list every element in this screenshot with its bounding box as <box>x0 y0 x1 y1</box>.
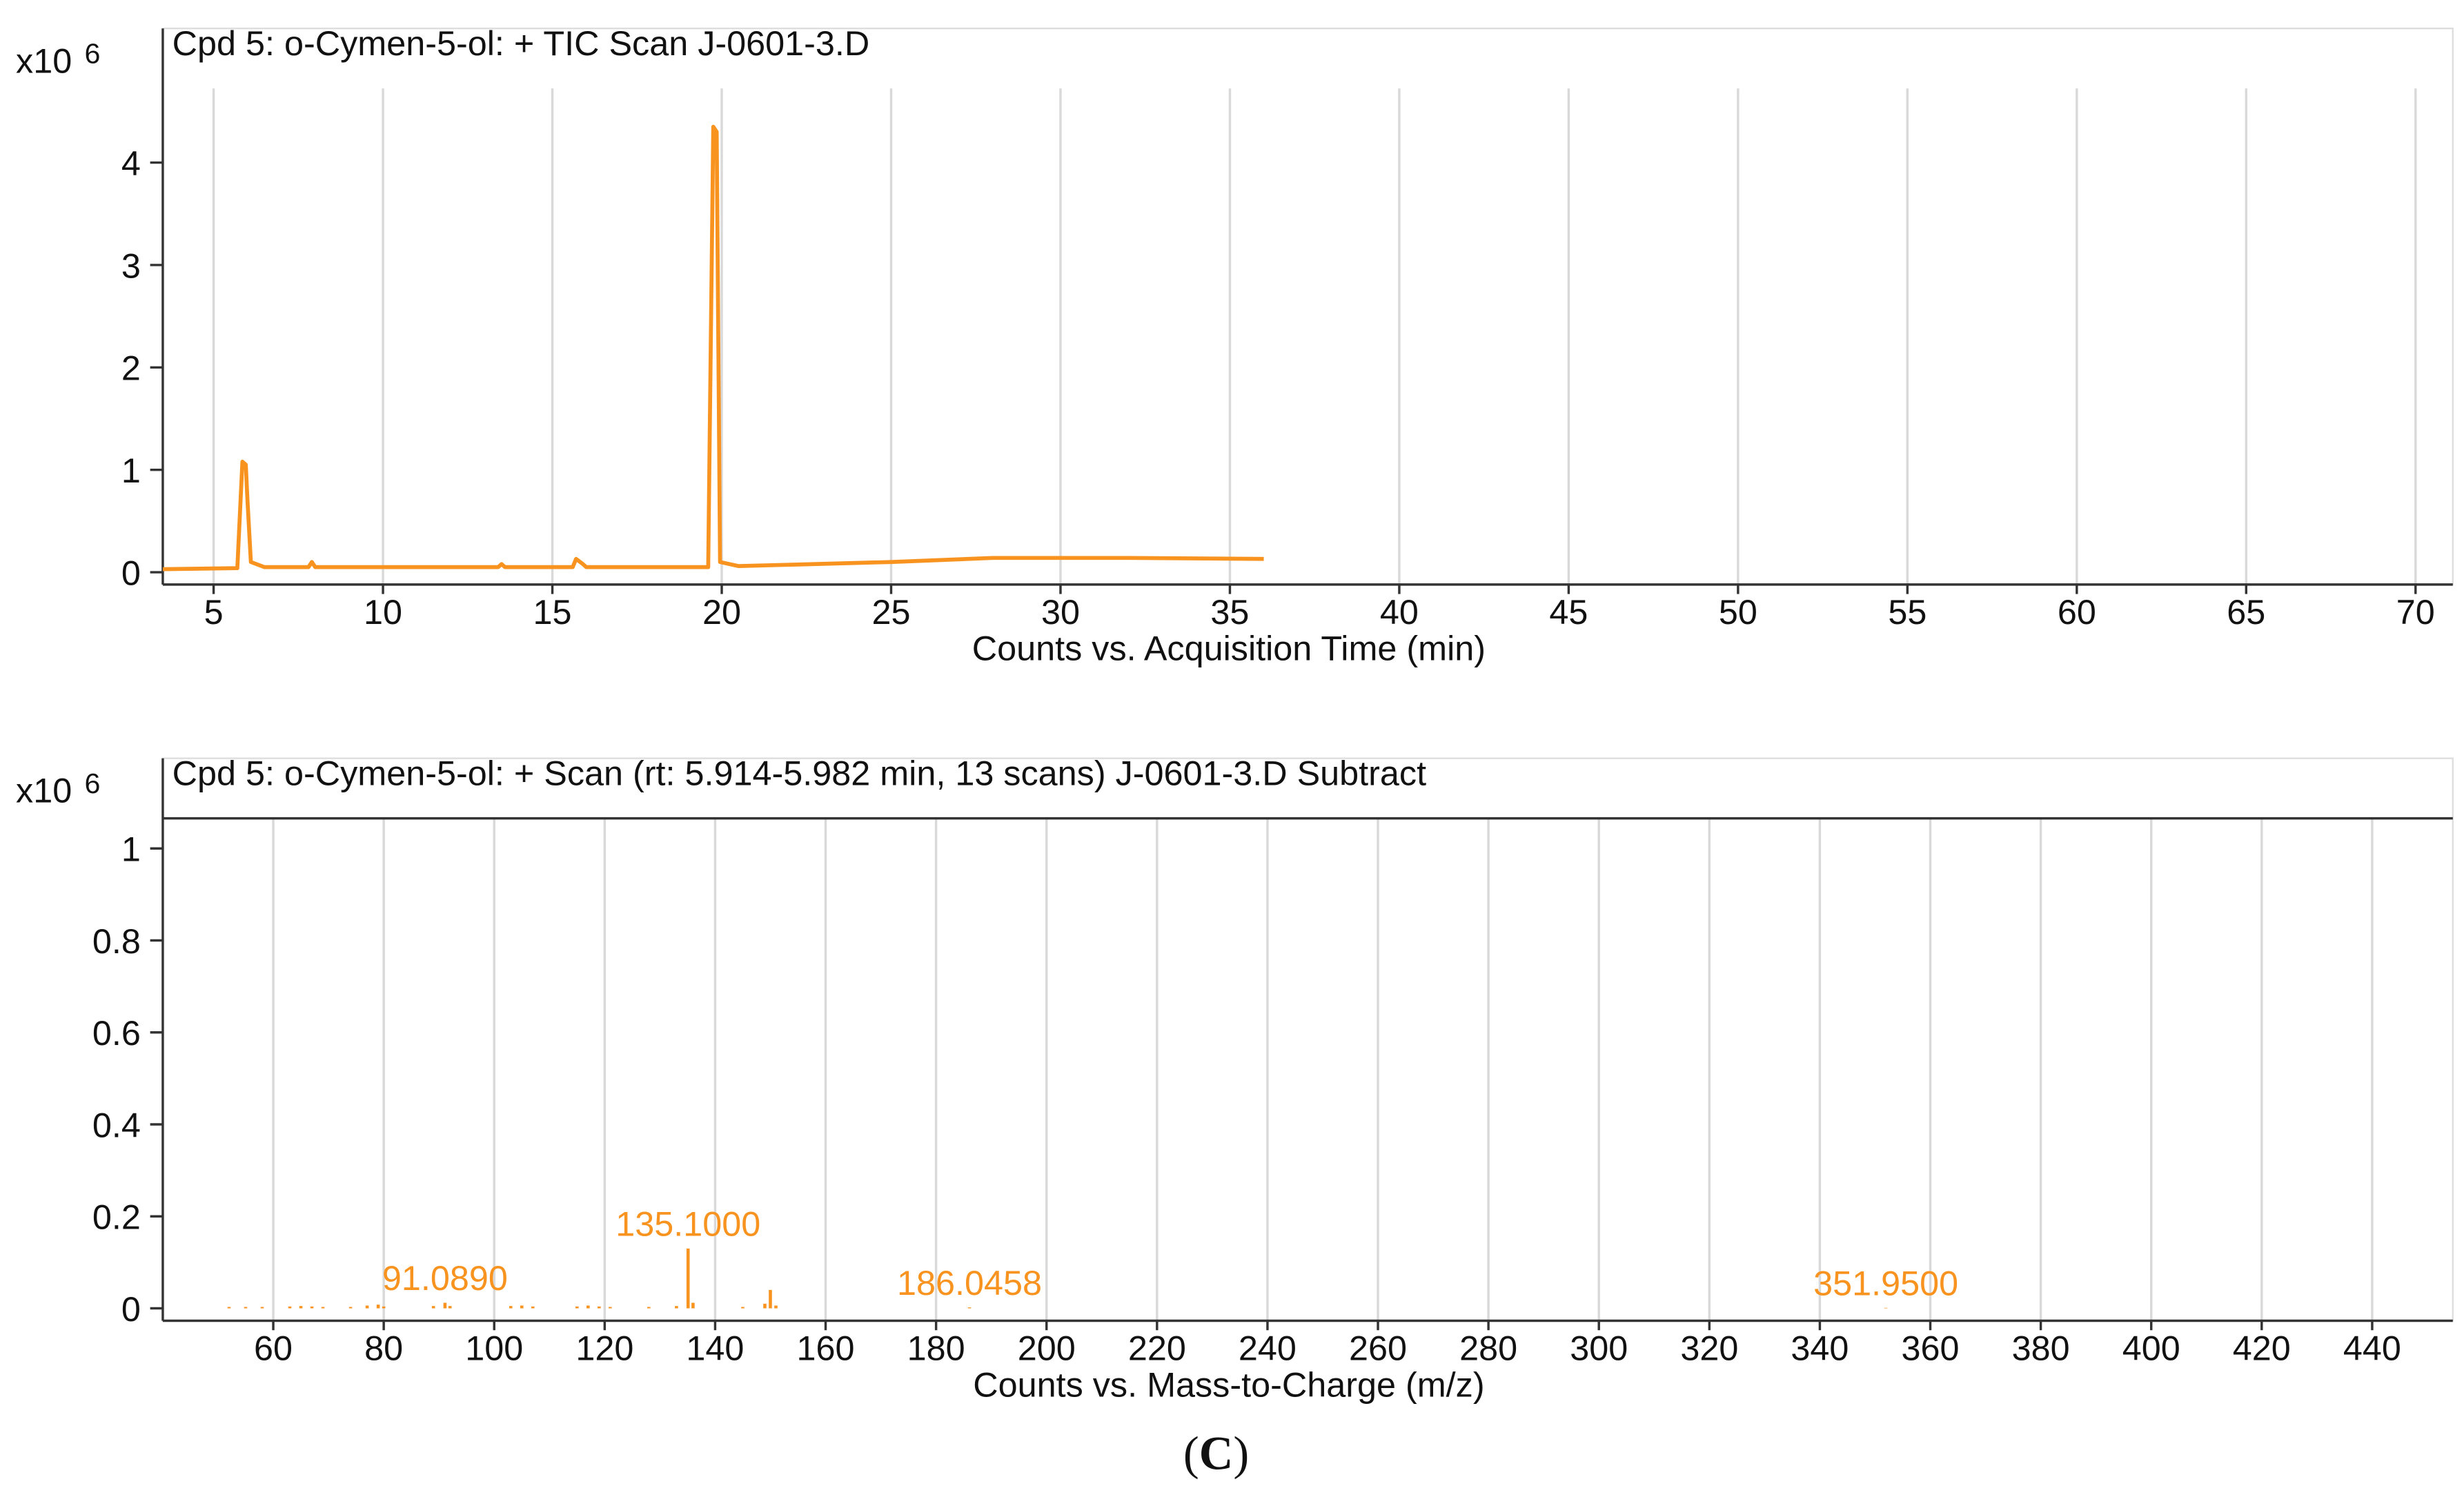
y-multiplier: x10 6 <box>16 768 100 810</box>
y-tick-label: 0 <box>121 553 141 592</box>
x-tick-label: 65 <box>2227 592 2265 632</box>
x-tick-label: 30 <box>1041 592 1080 632</box>
x-tick-label: 240 <box>1239 1329 1297 1368</box>
x-tick-label: 55 <box>1888 592 1926 632</box>
x-tick-label: 60 <box>254 1329 293 1368</box>
y-tick-label: 0.8 <box>92 921 141 961</box>
y-multiplier-base: x10 <box>16 771 72 810</box>
peak-label: 351.9500 <box>1813 1264 1958 1303</box>
x-tick-label: 100 <box>465 1329 523 1368</box>
x-tick-label: 440 <box>2343 1329 2401 1368</box>
caption-close: ) <box>1233 1427 1249 1480</box>
x-tick-label: 5 <box>204 592 224 632</box>
x-tick-label: 200 <box>1018 1329 1076 1368</box>
x-axis-label: Counts vs. Mass-to-Charge (m/z) <box>973 1365 1484 1404</box>
x-tick-label: 180 <box>907 1329 965 1368</box>
peak-label: 186.0458 <box>897 1263 1042 1302</box>
x-axis-label: Counts vs. Acquisition Time (min) <box>972 629 1486 668</box>
x-tick-label: 80 <box>364 1329 403 1368</box>
y-tick-label: 2 <box>121 349 141 388</box>
x-tick-label: 340 <box>1791 1329 1849 1368</box>
peak-label: 91.0890 <box>382 1258 508 1298</box>
caption: (C) <box>1183 1427 1249 1480</box>
y-tick-label: 3 <box>121 246 141 285</box>
x-tick-label: 45 <box>1549 592 1588 632</box>
x-tick-label: 220 <box>1128 1329 1186 1368</box>
x-tick-label: 420 <box>2233 1329 2291 1368</box>
tic-line <box>162 124 1264 572</box>
y-tick-label: 0.2 <box>92 1198 141 1237</box>
chart-title: Cpd 5: o-Cymen-5-ol: + Scan (rt: 5.914-5… <box>173 754 1426 793</box>
x-tick-label: 140 <box>686 1329 744 1368</box>
x-tick-label: 400 <box>2122 1329 2180 1368</box>
x-tick-label: 280 <box>1459 1329 1517 1368</box>
x-tick-label: 360 <box>1902 1329 1960 1368</box>
x-tick-label: 320 <box>1680 1329 1738 1368</box>
x-tick-label: 60 <box>2058 592 2096 632</box>
x-tick-label: 35 <box>1210 592 1249 632</box>
y-multiplier: x10 6 <box>16 38 100 81</box>
x-tick-label: 300 <box>1570 1329 1628 1368</box>
y-tick-label: 0 <box>121 1289 141 1329</box>
y-tick-label: 0.6 <box>92 1013 141 1053</box>
y-tick-label: 1 <box>121 830 141 869</box>
chart-title: Cpd 5: o-Cymen-5-ol: + TIC Scan J-0601-3… <box>173 23 870 63</box>
x-tick-label: 20 <box>702 592 741 632</box>
x-tick-label: 70 <box>2396 592 2435 632</box>
x-tick-label: 10 <box>364 592 402 632</box>
y-multiplier-exp: 6 <box>85 768 101 799</box>
x-tick-label: 25 <box>871 592 910 632</box>
y-tick-label: 0.4 <box>92 1105 141 1144</box>
x-tick-label: 260 <box>1349 1329 1407 1368</box>
x-tick-label: 50 <box>1719 592 1757 632</box>
y-multiplier-base: x10 <box>16 41 72 80</box>
y-tick-label: 4 <box>121 144 141 183</box>
plot-area <box>161 28 2454 586</box>
plot-area <box>161 757 2454 1322</box>
x-tick-label: 120 <box>575 1329 633 1368</box>
peak-label: 135.1000 <box>615 1204 760 1244</box>
x-tick-label: 380 <box>2012 1329 2070 1368</box>
y-multiplier-exp: 6 <box>85 38 101 70</box>
caption-letter: C <box>1199 1427 1234 1480</box>
x-tick-label: 160 <box>797 1329 855 1368</box>
x-tick-label: 15 <box>533 592 572 632</box>
caption-open: ( <box>1183 1427 1199 1480</box>
x-tick-label: 40 <box>1380 592 1419 632</box>
y-tick-label: 1 <box>121 451 141 490</box>
